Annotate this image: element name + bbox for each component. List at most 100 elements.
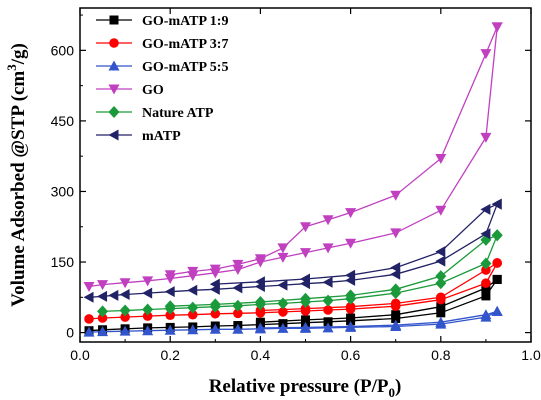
- data-point: [254, 254, 266, 265]
- data-point: [277, 297, 289, 310]
- data-point: [391, 310, 401, 320]
- data-point: [108, 129, 119, 141]
- data-point: [492, 258, 502, 268]
- data-point: [345, 289, 357, 302]
- data-point: [108, 84, 120, 95]
- data-point: [480, 49, 492, 60]
- data-point: [119, 278, 131, 289]
- data-point: [481, 278, 491, 288]
- data-point: [97, 305, 109, 318]
- data-point: [480, 228, 491, 240]
- data-point: [187, 284, 198, 296]
- y-axis-title-end: /g): [8, 43, 29, 65]
- legend-label: GO-mATP 1:9: [142, 14, 228, 29]
- data-point: [390, 262, 401, 274]
- data-point: [120, 312, 130, 322]
- y-axis-title: Volume Adsorbed @STP (cm3/g): [4, 43, 29, 307]
- x-tick-label: 1.0: [521, 347, 541, 363]
- x-tick-label: 0.0: [70, 347, 90, 363]
- data-point: [277, 243, 289, 254]
- data-point: [345, 301, 356, 312]
- legend: GO-mATP 1:9 GO-mATP 3:7 GO-mATP 5:5 GO Natur…: [96, 14, 228, 144]
- data-point: [390, 228, 402, 239]
- data-point: [164, 286, 175, 298]
- data-point: [210, 308, 221, 319]
- data-point: [322, 215, 334, 226]
- data-point: [84, 314, 94, 324]
- data-point: [322, 243, 334, 254]
- data-point: [435, 255, 446, 267]
- data-point: [491, 305, 503, 316]
- data-point: [277, 252, 289, 263]
- data-point: [142, 276, 154, 287]
- data-point: [109, 38, 119, 48]
- data-point: [277, 279, 288, 291]
- data-point: [480, 132, 492, 143]
- data-point: [301, 315, 310, 325]
- data-point: [232, 259, 244, 270]
- legend-item: GO-mATP 1:9: [96, 14, 228, 29]
- data-point: [300, 222, 311, 233]
- data-point: [491, 198, 502, 210]
- data-point: [254, 276, 265, 288]
- data-point: [119, 325, 131, 336]
- legend-label: GO: [142, 83, 164, 98]
- x-tick-label: 0.2: [160, 347, 180, 363]
- data-point: [322, 276, 333, 288]
- x-axis-title-subscript: 0: [388, 385, 395, 400]
- axis-ticks: 0.0 0.2 0.4 0.6 0.8 1.0 0 150 300 450 600: [51, 8, 541, 363]
- data-point: [345, 320, 357, 331]
- data-point: [255, 305, 266, 316]
- data-point: [300, 248, 311, 259]
- data-point: [300, 273, 310, 285]
- desorption-line: [260, 278, 498, 323]
- data-point: [435, 154, 447, 165]
- data-point: [491, 22, 503, 33]
- data-point: [492, 274, 502, 284]
- data-point: [164, 270, 176, 281]
- data-point: [209, 264, 221, 275]
- data-point: [300, 292, 311, 305]
- legend-item: Nature ATP: [96, 106, 214, 121]
- data-point: [435, 246, 446, 258]
- series-nature-atp: [97, 229, 503, 318]
- data-point: [209, 298, 221, 311]
- data-point: [300, 303, 311, 314]
- data-point: [481, 291, 491, 301]
- data-point: [480, 257, 492, 270]
- data-point: [300, 321, 311, 332]
- data-point: [142, 303, 154, 316]
- data-point: [323, 317, 333, 327]
- data-point: [232, 323, 244, 334]
- data-point: [323, 305, 333, 315]
- data-point: [142, 311, 153, 321]
- data-point: [436, 308, 446, 318]
- data-point: [346, 313, 356, 323]
- data-point: [435, 316, 447, 327]
- data-point: [480, 203, 491, 215]
- series-layer: [83, 22, 503, 337]
- data-point: [142, 287, 153, 299]
- x-tick-label: 0.8: [431, 347, 451, 363]
- x-axis-title: Relative pressure (P/P0): [209, 376, 402, 400]
- data-point: [254, 296, 266, 309]
- data-point: [97, 280, 109, 291]
- data-point: [435, 277, 447, 290]
- y-tick-label: 0: [66, 325, 74, 341]
- data-point: [255, 317, 265, 327]
- data-point: [164, 300, 176, 313]
- data-point: [436, 292, 446, 303]
- series-go-matp-3-7: [84, 258, 502, 324]
- data-point: [83, 281, 95, 292]
- x-tick-label: 0.4: [251, 347, 271, 363]
- adsorption-line: [102, 234, 498, 313]
- y-tick-label: 300: [51, 183, 75, 199]
- data-point: [142, 325, 154, 336]
- data-point: [481, 265, 491, 275]
- data-point: [119, 288, 130, 300]
- data-point: [109, 15, 119, 25]
- data-point: [345, 238, 357, 249]
- legend-label: GO-mATP 3:7: [142, 37, 228, 52]
- data-point: [345, 208, 357, 219]
